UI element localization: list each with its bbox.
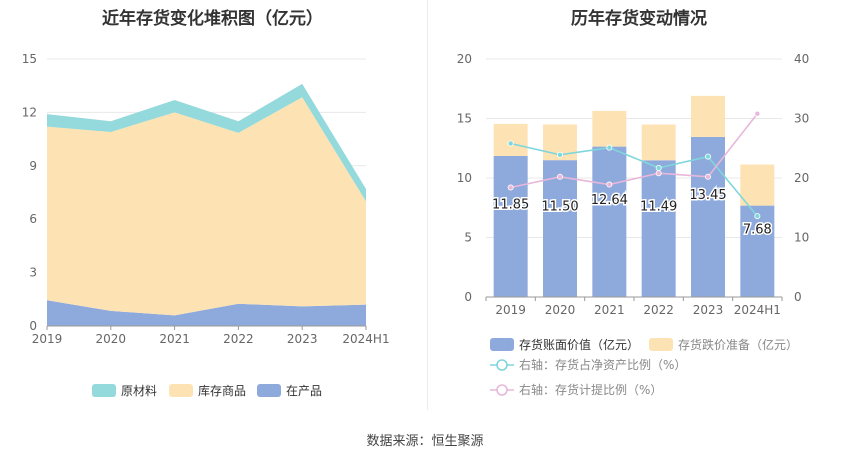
stacked-bar-chart: 0 5 10 15 20 0 10 20 30 40 11.85 11.50 12.64 11.49 13.… <box>457 52 810 397</box>
y-tick-label: 12 <box>22 105 37 119</box>
stacked-area-chart: 0 3 6 9 12 15 2019 2020 2021 2022 2023 2024H1 原材料 库存商… <box>22 52 390 398</box>
bar-value-label: 11.85 <box>492 197 529 212</box>
bar-book-value <box>691 136 725 297</box>
y-tick-label: 6 <box>29 212 37 226</box>
line-右轴：存货计提比例（%） <box>510 113 758 189</box>
line-point <box>507 184 514 191</box>
legend-label: 右轴：存货计提比例（%） <box>519 382 662 397</box>
line-point <box>704 153 711 160</box>
x-tick-label: 2020 <box>545 303 576 317</box>
line-point <box>754 213 761 220</box>
y-tick-label: 10 <box>457 171 472 185</box>
bar-book-value <box>740 205 775 297</box>
bar-book-value <box>592 146 627 297</box>
bar-value-label: 11.50 <box>541 200 578 215</box>
legend-label: 库存商品 <box>198 383 246 398</box>
y2-tick-label: 20 <box>794 171 809 185</box>
legend-item: 在产品 <box>257 384 322 398</box>
legend-item: 库存商品 <box>169 383 246 398</box>
area-在产品 <box>47 300 366 326</box>
bar-impairment <box>641 124 676 161</box>
bar-value-label: 12.64 <box>591 193 628 208</box>
line-point <box>704 173 711 180</box>
line-point <box>754 110 761 117</box>
x-tick-label: 2024H1 <box>342 332 389 346</box>
legend-item: 存货账面价值（亿元） <box>490 337 639 352</box>
legend-label: 存货账面价值（亿元） <box>519 337 639 352</box>
bar-book-value <box>493 155 528 297</box>
bar-impairment <box>691 95 725 137</box>
bar-value-label: 13.45 <box>689 188 726 203</box>
y-tick-label: 15 <box>457 112 472 126</box>
y-tick-label: 15 <box>22 52 37 66</box>
x-tick-label: 2019 <box>495 303 526 317</box>
line-point <box>655 164 662 171</box>
legend-swatch <box>257 384 281 397</box>
x-tick-label: 2022 <box>643 303 674 317</box>
line-point <box>606 144 613 151</box>
data-source-footer: 数据来源：恒生聚源 <box>366 434 484 449</box>
line-point <box>606 181 613 188</box>
legend-label: 原材料 <box>121 384 157 398</box>
bar-value-label: 7.68 <box>743 222 772 237</box>
x-tick-label: 2022 <box>223 332 254 346</box>
y-tick-label: 20 <box>457 52 472 66</box>
legend-label: 右轴：存货占净资产比例（%） <box>519 357 686 372</box>
y2-tick-label: 10 <box>794 231 809 245</box>
line-point <box>556 151 563 158</box>
legend-swatch <box>490 338 514 351</box>
bar-book-value <box>641 160 676 297</box>
line-point <box>507 140 514 147</box>
bar-value-label: 11.49 <box>640 200 677 215</box>
y-tick-label: 9 <box>29 159 37 173</box>
legend-label: 在产品 <box>286 384 322 398</box>
panel-divider <box>427 0 428 410</box>
x-tick-label: 2021 <box>159 332 190 346</box>
left-chart-title: 近年存货变化堆积图（亿元） <box>102 9 323 29</box>
y2-tick-label: 40 <box>794 52 809 66</box>
legend-label: 存货跌价准备（亿元） <box>678 337 798 352</box>
x-tick-label: 2019 <box>32 332 63 346</box>
x-tick-label: 2024H1 <box>734 303 781 317</box>
line-point <box>556 173 563 180</box>
area-库存商品 <box>47 97 366 316</box>
legend-item: 原材料 <box>92 384 157 398</box>
x-tick-label: 2023 <box>287 332 318 346</box>
x-tick-label: 2020 <box>96 332 127 346</box>
y2-tick-label: 0 <box>794 290 802 304</box>
legend-item: 存货跌价准备（亿元） <box>649 337 798 352</box>
x-tick-label: 2021 <box>594 303 625 317</box>
y-tick-label: 3 <box>29 266 37 280</box>
bar-impairment <box>592 110 627 147</box>
bar-book-value <box>543 160 577 297</box>
y-tick-label: 5 <box>464 231 472 245</box>
legend-marker <box>496 384 508 396</box>
line-point <box>655 170 662 177</box>
legend-marker <box>496 359 508 371</box>
legend-item: 右轴：存货计提比例（%） <box>490 382 662 397</box>
y-tick-label: 0 <box>464 290 472 304</box>
x-tick-label: 2023 <box>693 303 724 317</box>
y-tick-label: 0 <box>29 319 37 333</box>
y2-tick-label: 30 <box>794 112 809 126</box>
legend-swatch <box>649 338 673 351</box>
legend-swatch <box>92 384 116 397</box>
bar-impairment <box>740 164 775 206</box>
bar-impairment <box>493 123 528 156</box>
right-chart-title: 历年存货变动情况 <box>571 9 707 29</box>
legend-item: 右轴：存货占净资产比例（%） <box>490 357 686 372</box>
legend-swatch <box>169 384 193 397</box>
